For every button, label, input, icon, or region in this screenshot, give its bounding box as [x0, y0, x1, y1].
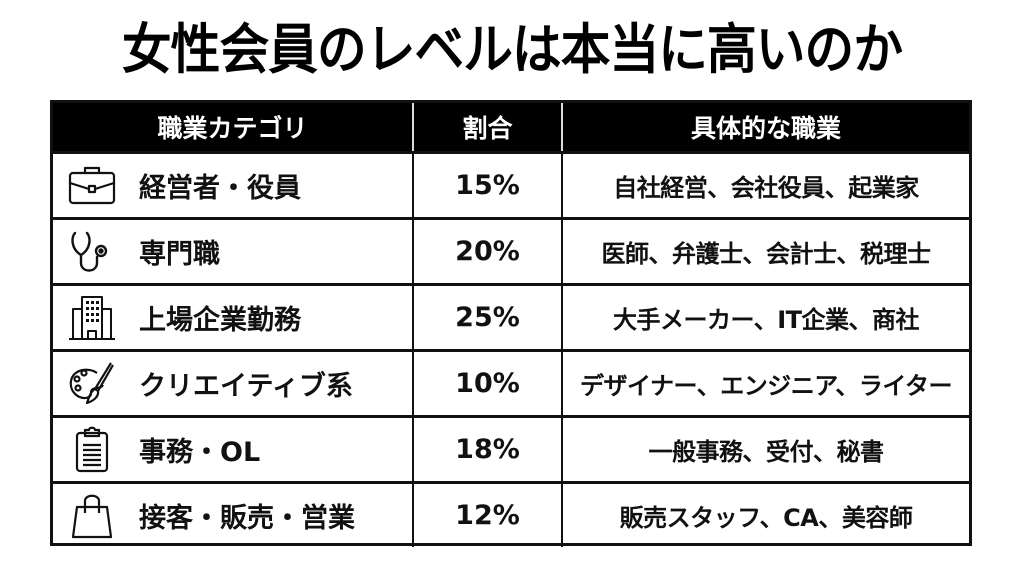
table-row: クリエイティブ系 10% デザイナー、エンジニア、ライター	[53, 349, 969, 415]
occupation-table: 職業カテゴリ 割合 具体的な職業 経営者・役員 15% 自社経営、会社役員、起業…	[50, 100, 972, 547]
table-row: 接客・販売・営業 12% 販売スタッフ、CA、美容師	[53, 481, 969, 547]
ratio-value: 20%	[412, 220, 561, 283]
ratio-value: 10%	[412, 352, 561, 415]
table-row: 事務・OL 18% 一般事務、受付、秘書	[53, 415, 969, 481]
ratio-value: 25%	[412, 286, 561, 349]
examples-text: 自社経営、会社役員、起業家	[561, 154, 969, 217]
category-label: 事務・OL	[139, 437, 261, 468]
category-label: 上場企業勤務	[139, 305, 301, 336]
stethoscope-icon	[65, 225, 119, 279]
clipboard-icon	[65, 423, 119, 477]
category-label: 経営者・役員	[139, 173, 301, 204]
ratio-value: 12%	[412, 484, 561, 547]
header-ratio: 割合	[412, 103, 561, 151]
ratio-value: 18%	[412, 418, 561, 481]
category-label: クリエイティブ系	[139, 371, 353, 402]
table-row: 上場企業勤務 25% 大手メーカー、IT企業、商社	[53, 283, 969, 349]
header-category: 職業カテゴリ	[157, 114, 308, 143]
examples-text: 大手メーカー、IT企業、商社	[561, 286, 969, 349]
header-examples: 具体的な職業	[561, 103, 969, 151]
building-icon	[65, 291, 119, 345]
examples-text: 一般事務、受付、秘書	[561, 418, 969, 481]
ratio-value: 15%	[412, 154, 561, 217]
table-row: 専門職 20% 医師、弁護士、会計士、税理士	[53, 217, 969, 283]
page-title: 女性会員のレベルは本当に高いのか	[121, 18, 903, 81]
shopping-bag-icon	[65, 489, 119, 543]
table-header: 職業カテゴリ 割合 具体的な職業	[53, 103, 969, 151]
briefcase-icon	[65, 159, 119, 213]
examples-text: デザイナー、エンジニア、ライター	[561, 352, 969, 415]
category-label: 専門職	[139, 239, 220, 270]
examples-text: 販売スタッフ、CA、美容師	[561, 484, 969, 547]
examples-text: 医師、弁護士、会計士、税理士	[561, 220, 969, 283]
palette-icon	[65, 357, 119, 411]
category-label: 接客・販売・営業	[139, 503, 355, 534]
table-row: 経営者・役員 15% 自社経営、会社役員、起業家	[53, 151, 969, 217]
